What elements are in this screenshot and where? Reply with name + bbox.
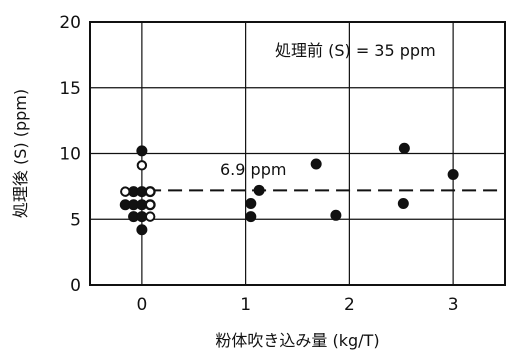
y-tick-label: 15 xyxy=(59,79,81,99)
x-axis-label: 粉体吹き込み量 (kg/T) xyxy=(215,331,379,350)
y-tick-label: 20 xyxy=(59,13,81,33)
y-tick-label: 10 xyxy=(59,145,81,165)
y-tick-label: 5 xyxy=(70,210,81,230)
data-point-filled xyxy=(397,197,409,209)
x-tick-label: 1 xyxy=(240,295,251,315)
data-point-filled xyxy=(253,184,265,196)
annotation-mean: 6.9 ppm xyxy=(220,160,286,179)
y-tick-label: 0 xyxy=(70,276,81,296)
data-point-filled xyxy=(136,145,148,157)
data-point-open xyxy=(144,199,156,210)
x-tick-label: 2 xyxy=(344,295,355,315)
x-tick-labels: 0 1 2 3 xyxy=(136,295,458,315)
annotation-before-treatment: 処理前 (S) = 35 ppm xyxy=(275,41,436,60)
data-point-filled xyxy=(330,209,342,221)
grid-lines xyxy=(90,21,505,286)
data-points xyxy=(119,142,459,236)
plot-frame xyxy=(89,21,506,286)
x-tick-label: 3 xyxy=(448,295,459,315)
data-point-filled xyxy=(245,197,257,209)
data-point-open xyxy=(120,186,131,197)
y-axis-label: 処理後 (S) (ppm) xyxy=(11,89,30,218)
data-point-filled xyxy=(136,224,148,236)
data-point-filled xyxy=(398,142,410,154)
data-point-filled xyxy=(447,169,459,181)
data-point-open xyxy=(144,211,156,222)
data-point-filled xyxy=(310,158,322,170)
data-point-open xyxy=(144,186,156,197)
data-point-open xyxy=(136,160,148,171)
y-tick-labels: 0 5 10 15 20 xyxy=(59,13,81,296)
data-point-filled xyxy=(245,211,257,223)
x-tick-label: 0 xyxy=(136,295,147,315)
